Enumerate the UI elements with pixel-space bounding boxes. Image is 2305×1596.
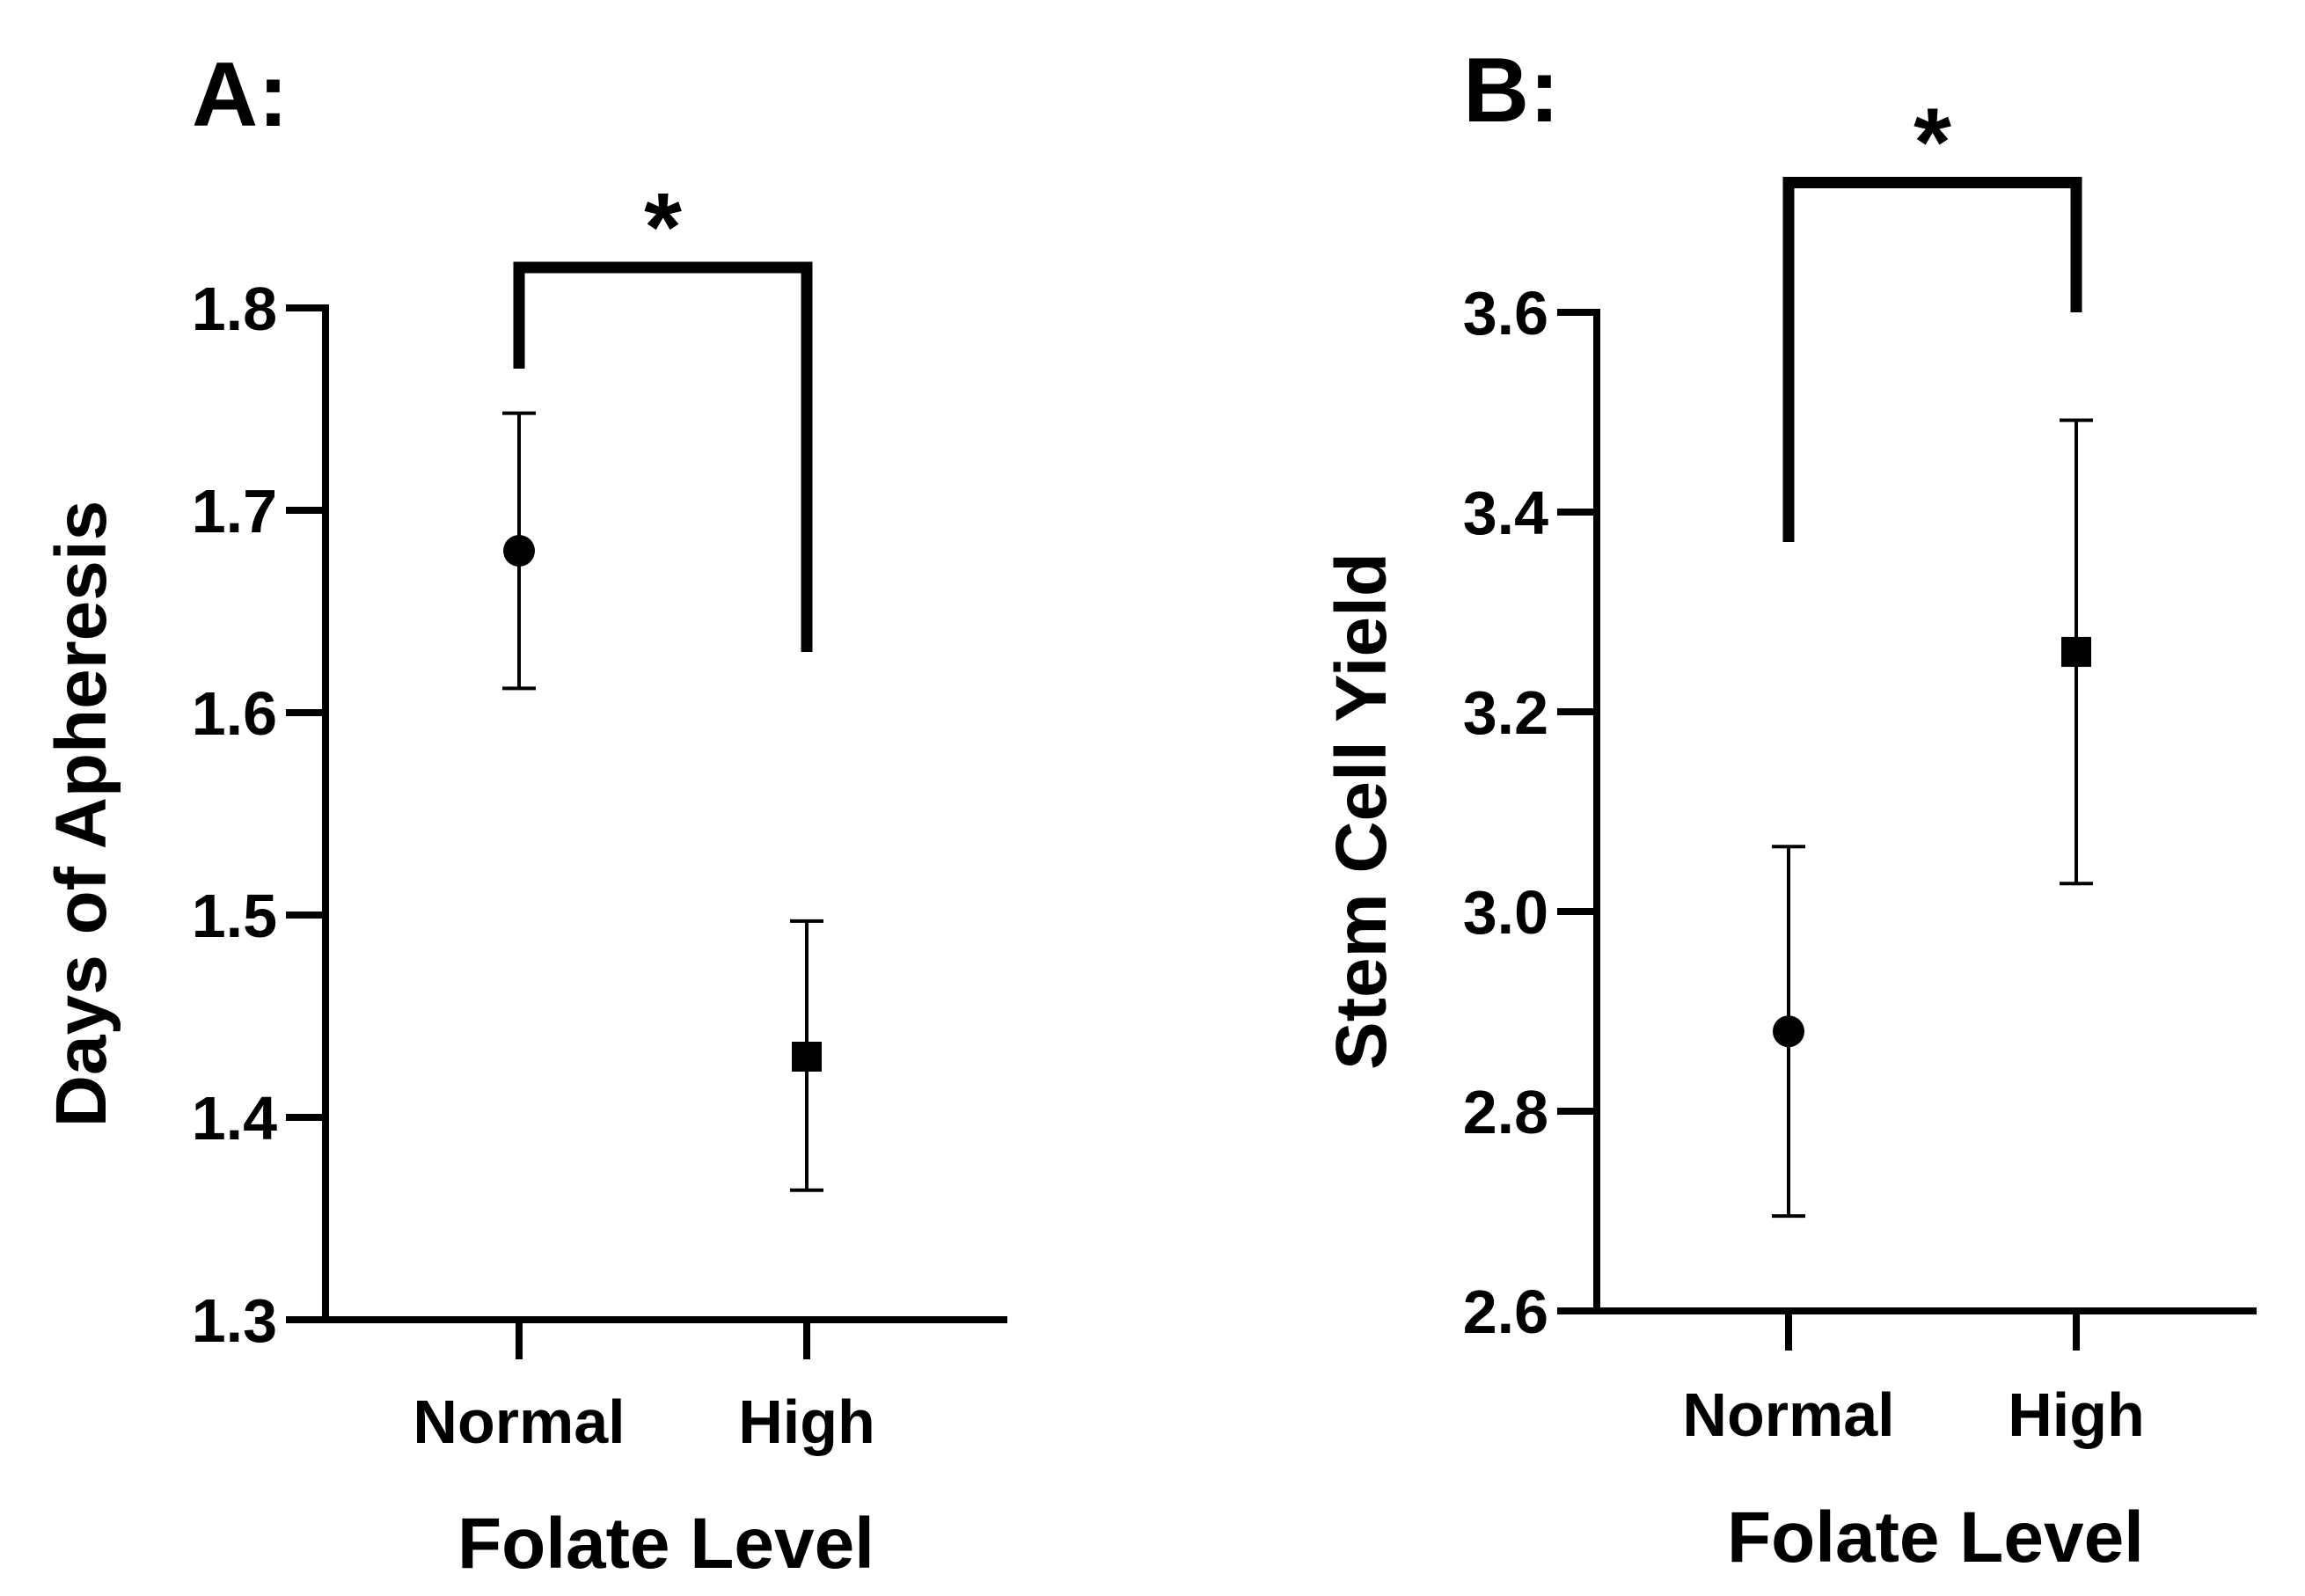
panel-b: B: 2.6 2.8 3.0 3.2 3.4 3.6 Normal High Folate Lev… — [1321, 40, 2257, 1578]
panel-label-b: B: — [1463, 40, 1560, 142]
x-axis-title: Folate Level — [457, 1504, 874, 1584]
y-tick-label: 3.2 — [1463, 678, 1548, 747]
y-tick-label: 2.8 — [1463, 1078, 1548, 1146]
point-normal — [1773, 1015, 1804, 1048]
y-axis-title: Days of Apheresis — [41, 501, 121, 1127]
y-tick-label: 3.6 — [1463, 279, 1548, 348]
y-tick-label: 2.6 — [1463, 1278, 1548, 1346]
significance-star: * — [644, 173, 682, 282]
y-tick-label: 1.8 — [192, 275, 277, 343]
y-tick-label: 1.6 — [192, 679, 277, 748]
significance-bracket — [513, 261, 813, 652]
panel-label-a: A: — [192, 44, 289, 146]
x-tick-label-high: High — [2008, 1380, 2145, 1449]
x-tick-label-normal: Normal — [413, 1387, 625, 1456]
significance-bracket — [1782, 176, 2082, 543]
y-tick-label: 3.4 — [1463, 479, 1548, 547]
y-axis-title: Stem Cell Yield — [1321, 553, 1401, 1070]
y-tick-label: 1.3 — [192, 1286, 277, 1355]
panel-a: A: 1.3 1.4 1.5 1.6 1.7 1.8 Normal High Folate Lev… — [41, 44, 1007, 1584]
y-tick-label: 1.7 — [192, 477, 277, 545]
point-high — [2061, 636, 2091, 667]
y-tick-label: 3.0 — [1463, 878, 1548, 947]
y-tick-label: 1.4 — [192, 1084, 277, 1153]
y-tick-label: 1.5 — [192, 882, 277, 950]
x-tick-label-high: High — [738, 1387, 875, 1456]
x-tick-label-normal: Normal — [1682, 1380, 1894, 1449]
point-high — [792, 1042, 822, 1072]
point-normal — [503, 535, 535, 567]
x-axis-title: Folate Level — [1727, 1497, 2144, 1578]
significance-star: * — [1914, 88, 1951, 196]
